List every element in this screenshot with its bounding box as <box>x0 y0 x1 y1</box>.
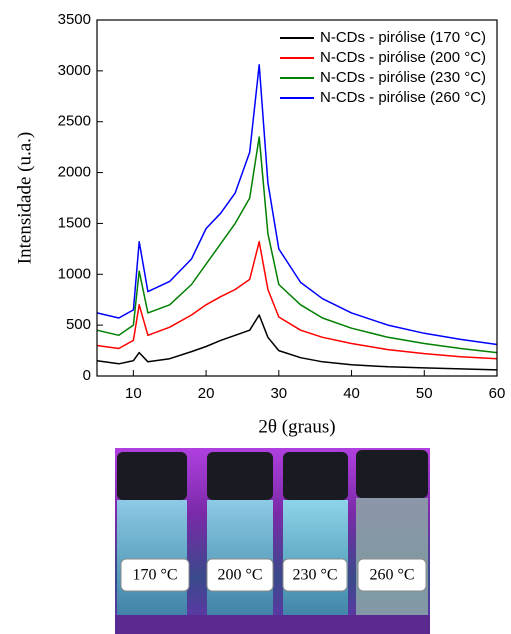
x-axis-label: 2θ (graus) <box>258 416 335 437</box>
vial-label: 260 °C <box>369 567 414 584</box>
x-tick-label: 20 <box>198 385 215 402</box>
vial-label: 230 °C <box>292 567 337 584</box>
y-tick-label: 3500 <box>58 11 91 28</box>
plot-frame <box>96 19 498 377</box>
y-tick-label: 1000 <box>58 265 91 282</box>
x-tick-label: 40 <box>343 385 360 402</box>
y-tick-label: 1500 <box>58 214 91 231</box>
y-tick-label: 500 <box>66 316 91 333</box>
data-line <box>96 240 498 360</box>
x-tick-label: 30 <box>270 385 287 402</box>
label-box <box>120 558 190 592</box>
legend-label: N-CDs - pirólise (200 °C) <box>320 49 486 66</box>
x-tick-label: 50 <box>416 385 433 402</box>
data-line <box>96 64 498 346</box>
label-box <box>206 558 274 592</box>
y-tick-label: 0 <box>83 367 91 384</box>
vial-label: 170 °C <box>132 567 177 584</box>
y-axis-label: Intensidade (u.a.) <box>14 132 35 264</box>
y-tick-label: 2000 <box>58 164 91 181</box>
data-line <box>96 314 498 371</box>
vial-label: 200 °C <box>217 567 262 584</box>
legend-label: N-CDs - pirólise (230 °C) <box>320 69 486 86</box>
legend-label: N-CDs - pirólise (260 °C) <box>320 89 486 106</box>
y-tick-label: 3000 <box>58 62 91 79</box>
label-box <box>357 558 427 592</box>
legend-label: N-CDs - pirólise (170 °C) <box>320 29 486 46</box>
x-tick-label: 60 <box>489 385 506 402</box>
data-line <box>96 136 498 354</box>
y-tick-label: 2500 <box>58 113 91 130</box>
label-box <box>282 558 348 592</box>
photo <box>115 448 430 634</box>
x-tick-label: 10 <box>125 385 142 402</box>
